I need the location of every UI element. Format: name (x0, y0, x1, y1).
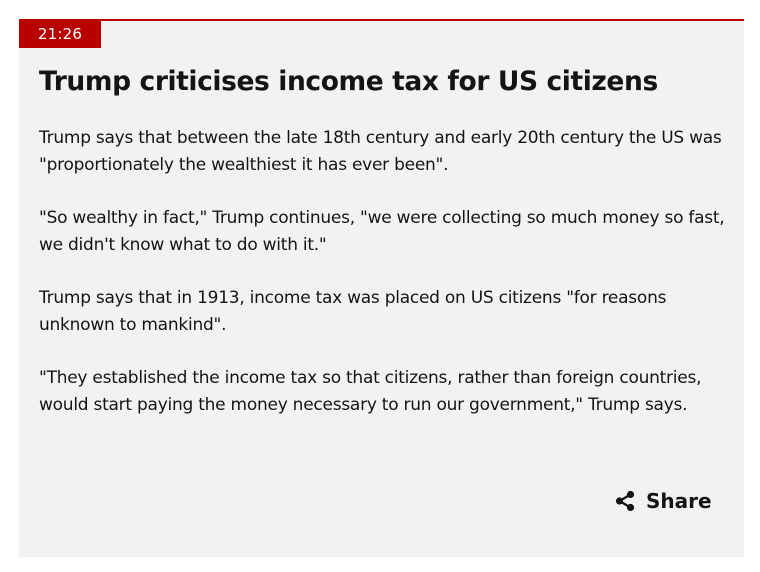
timestamp-badge: 21:26 (19, 21, 101, 48)
live-post-card: 21:26 Trump criticises income tax for US… (19, 19, 744, 557)
post-body: Trump says that between the late 18th ce… (39, 125, 729, 445)
post-paragraph: Trump says that between the late 18th ce… (39, 128, 722, 175)
share-label: Share (646, 489, 712, 513)
post-paragraph: "They established the income tax so that… (39, 368, 702, 415)
post-paragraph: "So wealthy in fact," Trump continues, "… (39, 208, 725, 255)
share-icon (614, 490, 636, 512)
post-paragraph: Trump says that in 1913, income tax was … (39, 288, 667, 335)
post-headline: Trump criticises income tax for US citiz… (39, 66, 658, 97)
share-button[interactable]: Share (614, 487, 712, 515)
